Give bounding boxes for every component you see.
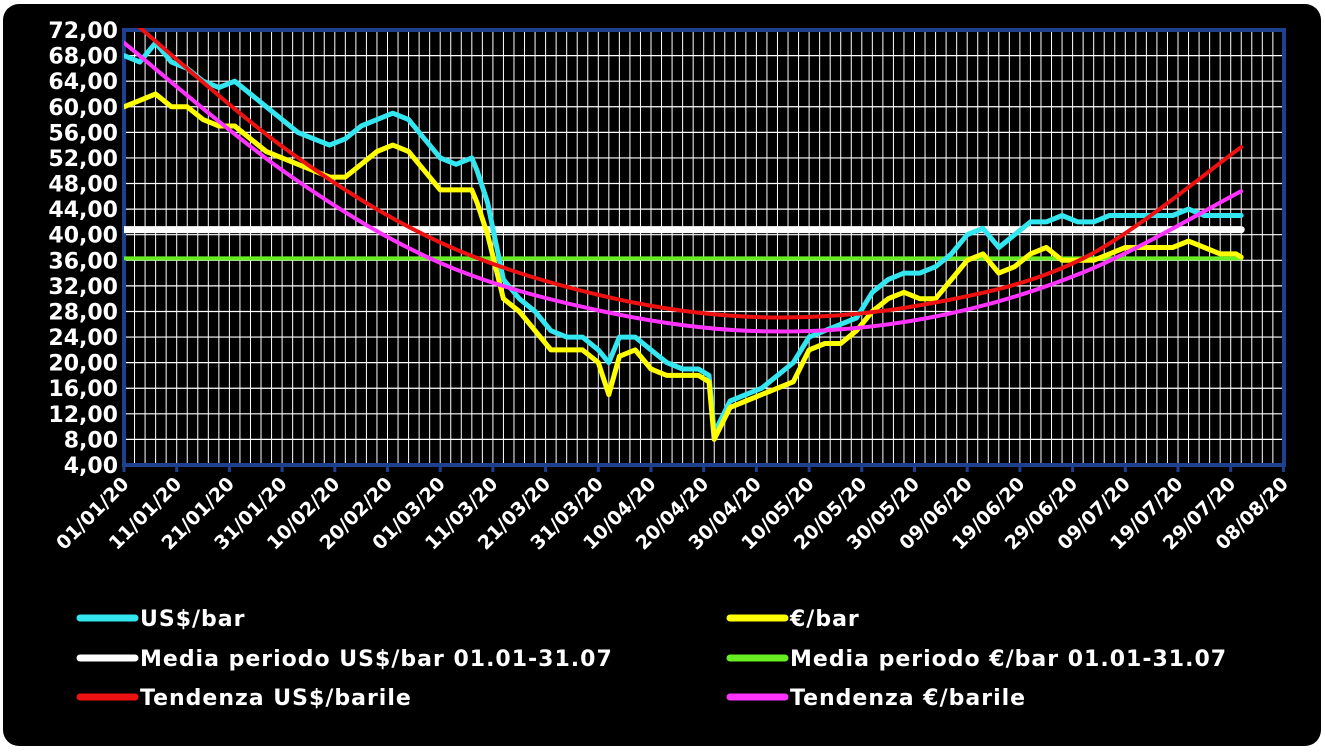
series-line-0	[124, 40, 1244, 436]
y-tick-label: 20,00	[48, 352, 118, 377]
y-tick-label: 36,00	[48, 249, 118, 274]
legend: US$/bar €/bar Media periodo US$/bar 01.01-…	[76, 607, 1227, 711]
y-tick-label: 60,00	[48, 96, 118, 121]
y-tick-label: 68,00	[48, 45, 118, 70]
legend-label: Tendenza US$/barile	[140, 686, 412, 711]
y-tick-label: 44,00	[48, 198, 118, 223]
y-tick-label: 12,00	[48, 403, 118, 428]
legend-label: Tendenza €/barile	[790, 686, 1026, 711]
y-tick-label: 4,00	[64, 454, 118, 479]
series-line-5	[124, 40, 1244, 334]
y-tick-label: 48,00	[48, 173, 118, 198]
y-tick-label: 40,00	[48, 224, 118, 249]
y-tick-label: 16,00	[48, 377, 118, 402]
legend-label: €/bar	[789, 607, 860, 632]
plot-frame	[122, 28, 1286, 467]
y-tick-label: 64,00	[48, 70, 118, 95]
y-tick-label: 24,00	[48, 326, 118, 351]
legend-label: Media periodo €/bar 01.01-31.07	[790, 647, 1227, 672]
y-tick-label: 56,00	[48, 121, 118, 146]
y-tick-label: 52,00	[48, 147, 118, 172]
legend-label: Media periodo US$/bar 01.01-31.07	[140, 647, 613, 672]
y-tick-label: 32,00	[48, 275, 118, 300]
legend-label: US$/bar	[140, 607, 246, 632]
y-tick-label: 8,00	[64, 428, 118, 453]
y-tick-label: 28,00	[48, 300, 118, 325]
y-tick-label: 72,00	[48, 19, 118, 44]
series-line-4	[137, 28, 1244, 320]
